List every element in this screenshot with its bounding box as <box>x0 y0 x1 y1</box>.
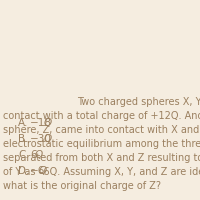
Text: B.: B. <box>18 134 29 144</box>
Text: D.: D. <box>18 166 29 176</box>
Text: −30: −30 <box>30 134 52 144</box>
Text: Q: Q <box>35 150 43 160</box>
Text: A.: A. <box>18 118 28 128</box>
Text: Q: Q <box>44 118 52 128</box>
Text: of Y as –6Q. Assuming X, Y, and Z are identical in size,: of Y as –6Q. Assuming X, Y, and Z are id… <box>3 167 200 177</box>
Text: what is the original charge of Z?: what is the original charge of Z? <box>3 181 161 191</box>
Text: −18: −18 <box>30 118 52 128</box>
Text: electrostatic equilibrium among the three, Y is then: electrostatic equilibrium among the thre… <box>3 139 200 149</box>
Text: C.: C. <box>18 150 29 160</box>
Text: Two charged spheres X, Y are put in: Two charged spheres X, Y are put in <box>77 97 200 107</box>
Text: contact with a total charge of +12Q. Another charged: contact with a total charge of +12Q. Ano… <box>3 111 200 121</box>
Text: Q: Q <box>39 166 47 176</box>
Text: Q: Q <box>44 134 52 144</box>
Text: −6: −6 <box>30 166 45 176</box>
Text: sphere, Z, came into contact with X and Y. After: sphere, Z, came into contact with X and … <box>3 125 200 135</box>
Text: 6: 6 <box>30 150 37 160</box>
Text: separated from both X and Z resulting to the final charge: separated from both X and Z resulting to… <box>3 153 200 163</box>
